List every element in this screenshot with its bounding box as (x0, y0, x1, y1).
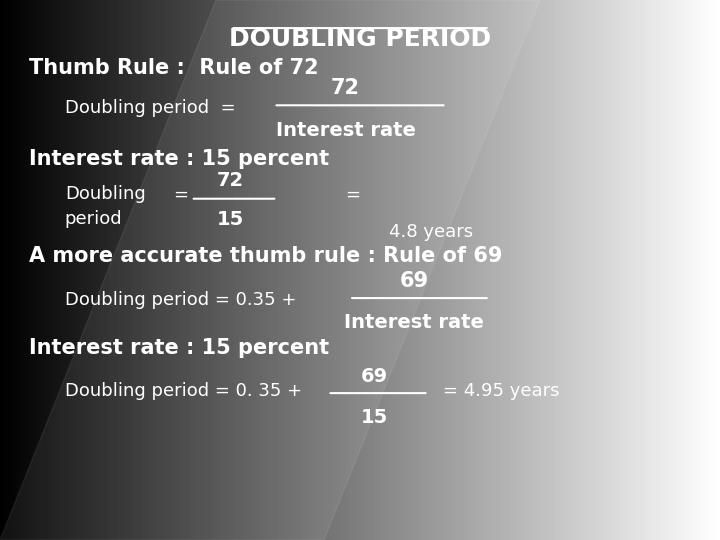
Text: 4.8 years: 4.8 years (389, 223, 473, 241)
Text: 69: 69 (400, 271, 428, 291)
Polygon shape (0, 0, 540, 540)
Text: Interest rate : 15 percent: Interest rate : 15 percent (29, 338, 329, 359)
Text: 69: 69 (361, 367, 388, 386)
Text: Doubling period = 0.35 +: Doubling period = 0.35 + (65, 291, 296, 309)
Text: Interest rate: Interest rate (276, 122, 415, 140)
Text: Interest rate: Interest rate (344, 313, 484, 332)
Text: =: = (173, 185, 188, 204)
Text: Doubling period = 0. 35 +: Doubling period = 0. 35 + (65, 382, 302, 401)
Text: Interest rate : 15 percent: Interest rate : 15 percent (29, 149, 329, 170)
Text: Doubling: Doubling (65, 185, 145, 204)
Text: Doubling period  =: Doubling period = (65, 99, 235, 117)
Text: =: = (346, 185, 361, 204)
Text: Thumb Rule :  Rule of 72: Thumb Rule : Rule of 72 (29, 57, 318, 78)
Text: 15: 15 (217, 210, 244, 228)
Text: = 4.95 years: = 4.95 years (443, 382, 559, 401)
Text: A more accurate thumb rule : Rule of 69: A more accurate thumb rule : Rule of 69 (29, 246, 503, 267)
Text: DOUBLING PERIOD: DOUBLING PERIOD (229, 27, 491, 51)
Text: 15: 15 (361, 408, 388, 427)
Text: 72: 72 (331, 78, 360, 98)
Text: period: period (65, 210, 122, 228)
Text: 72: 72 (217, 171, 244, 190)
